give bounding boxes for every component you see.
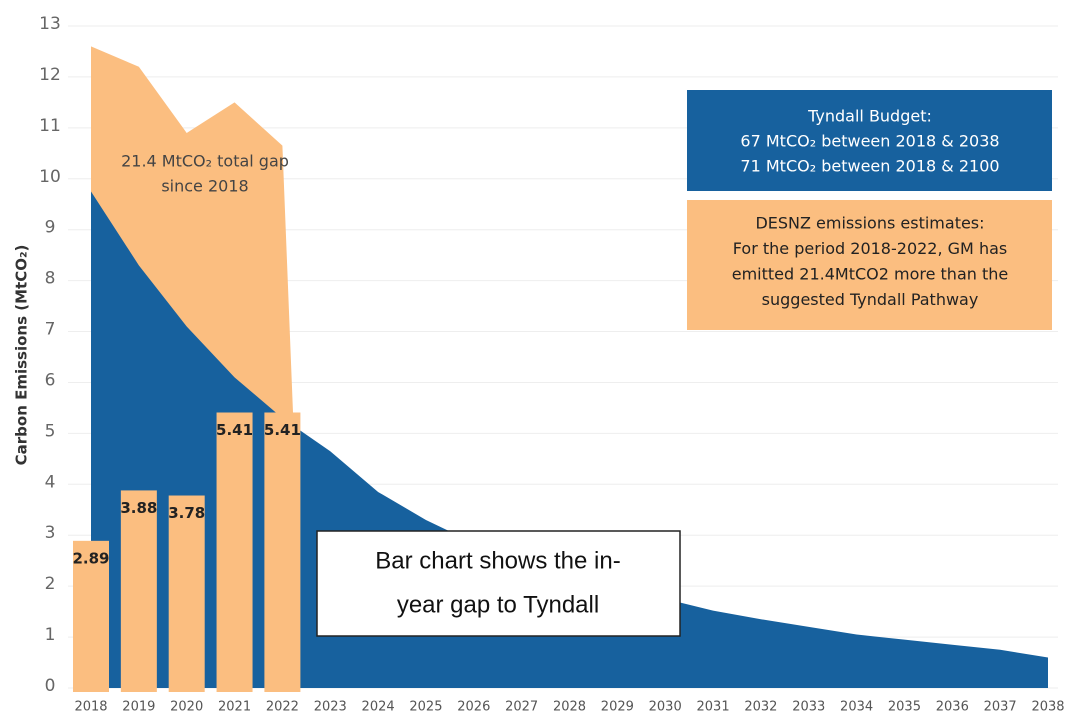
- y-tick-label: 0: [45, 676, 56, 696]
- desnz-text: For the period 2018-2022, GM has: [733, 239, 1007, 258]
- x-tick-label: 2029: [601, 700, 634, 715]
- x-tick-label: 2018: [74, 700, 107, 715]
- x-tick-label: 2030: [649, 700, 682, 715]
- y-tick-label: 7: [45, 320, 56, 340]
- x-tick-label: 2020: [170, 700, 203, 715]
- y-tick-label: 6: [45, 370, 56, 390]
- x-tick-label: 2034: [840, 700, 873, 715]
- x-tick-label: 2031: [697, 700, 730, 715]
- gap-bar: [168, 495, 205, 692]
- x-tick-label: 2021: [218, 700, 251, 715]
- note-text: Bar chart shows the in-: [375, 547, 620, 574]
- x-tick-label: 2027: [505, 700, 538, 715]
- y-tick-label: 8: [45, 269, 56, 289]
- budget-text: Tyndall Budget:: [807, 107, 932, 126]
- note-box: [316, 530, 681, 637]
- bar-value-label: 5.41: [216, 421, 253, 439]
- desnz-text: emitted 21.4MtCO2 more than the: [732, 265, 1008, 284]
- gap-bar: [264, 412, 301, 692]
- y-tick-label: 5: [45, 421, 56, 441]
- y-tick-label: 13: [39, 14, 61, 34]
- bar-value-label: 5.41: [264, 421, 301, 439]
- desnz-box: [687, 200, 1052, 330]
- y-axis-label: Carbon Emissions (MtCO₂): [13, 245, 31, 466]
- x-tick-label: 2026: [457, 700, 490, 715]
- x-tick-label: 2022: [266, 700, 299, 715]
- gap-bar: [73, 540, 109, 692]
- y-tick-label: 11: [39, 116, 61, 136]
- gap-note: 21.4 MtCO₂ total gap: [121, 152, 289, 171]
- bar-value-label: 3.78: [168, 504, 205, 522]
- budget-text: 67 MtCO₂ between 2018 & 2038: [740, 132, 999, 151]
- x-tick-label: 2038: [1031, 700, 1064, 715]
- bar-value-label: 3.88: [120, 499, 157, 517]
- desnz-text: suggested Tyndall Pathway: [762, 290, 979, 309]
- note-text: year gap to Tyndall: [397, 591, 599, 618]
- bar-value-label: 2.89: [72, 549, 109, 567]
- gap-bar: [216, 412, 253, 692]
- x-tick-label: 2024: [362, 700, 395, 715]
- x-tick-label: 2023: [314, 700, 347, 715]
- x-tick-label: 2019: [122, 700, 155, 715]
- y-tick-label: 4: [45, 472, 56, 492]
- gap-bar: [120, 490, 157, 692]
- budget-box: [687, 90, 1052, 191]
- x-tick-label: 2025: [409, 700, 442, 715]
- y-tick-label: 3: [45, 523, 56, 543]
- y-tick-label: 2: [45, 574, 56, 594]
- y-tick-label: 12: [39, 65, 61, 85]
- x-tick-label: 2032: [744, 700, 777, 715]
- x-tick-label: 2037: [984, 700, 1017, 715]
- y-tick-label: 10: [39, 167, 61, 187]
- x-tick-label: 2035: [888, 700, 921, 715]
- desnz-text: DESNZ emissions estimates:: [755, 214, 984, 233]
- budget-text: 71 MtCO₂ between 2018 & 2100: [740, 157, 999, 176]
- x-tick-label: 2028: [553, 700, 586, 715]
- y-tick-label: 1: [45, 625, 56, 645]
- x-tick-label: 2036: [936, 700, 969, 715]
- x-tick-label: 2033: [792, 700, 825, 715]
- gap-note: since 2018: [161, 177, 248, 196]
- y-tick-label: 9: [45, 218, 56, 238]
